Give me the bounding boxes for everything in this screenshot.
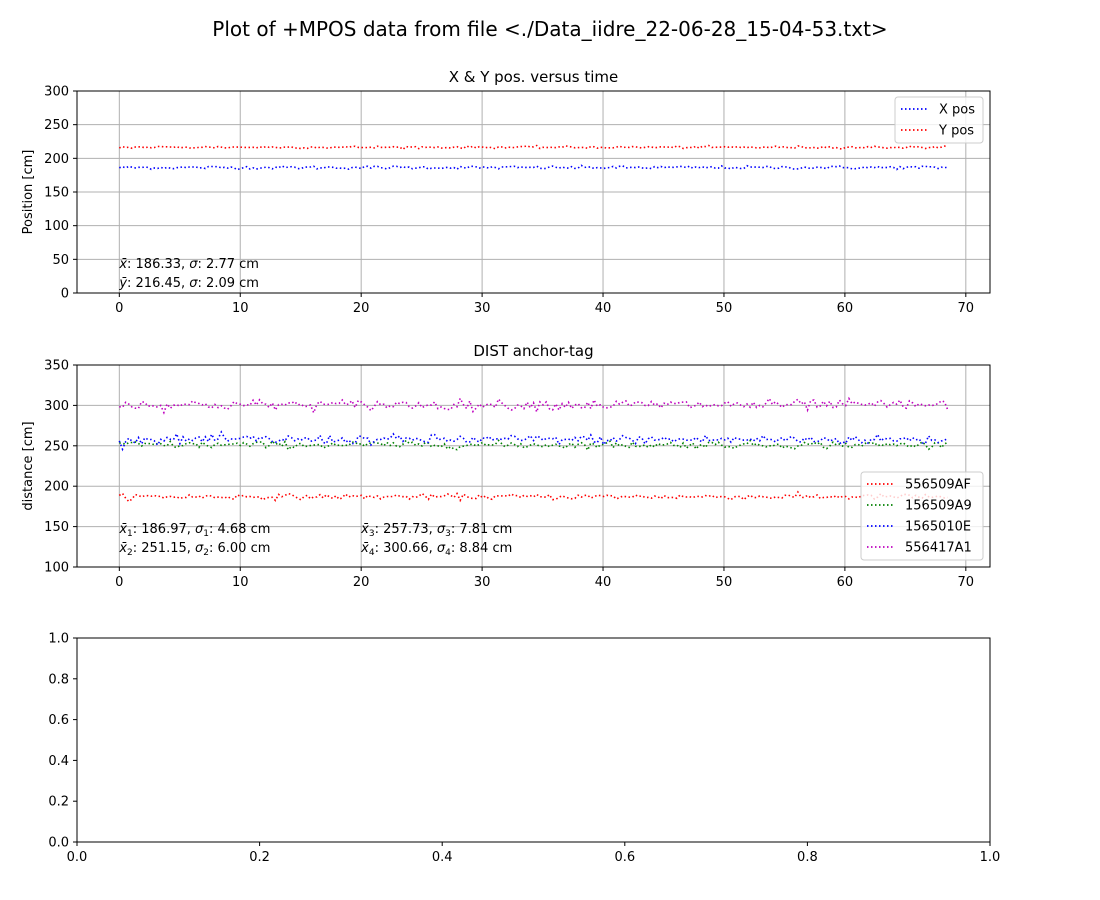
series-line-x-pos [119, 165, 947, 169]
axes-dist-anchor-tag: 0 10 20 30 40 50 60 70 100 150 200 250 300 350 DIST an… [21, 342, 990, 590]
x-tick-label: 0 [115, 301, 123, 316]
y-axis-label: Position [cm] [21, 150, 36, 235]
y-tick-label: 350 [44, 359, 69, 374]
y-tick-label: 200 [44, 480, 69, 495]
x-tick-label: 30 [474, 301, 491, 316]
x-tick-label: 30 [474, 575, 491, 590]
x-tick-label: 20 [353, 301, 370, 316]
y-tick-label: 0 [61, 287, 69, 302]
axes-title: DIST anchor-tag [473, 342, 593, 360]
stat-annotation: x̄: 186.33, σ: 2.77 cm [118, 257, 259, 272]
x-tick-label: 10 [232, 301, 249, 316]
axes-title: X & Y pos. versus time [449, 68, 619, 86]
stat-annotation: x̄1: 186.97, σ1: 4.68 cm [118, 522, 270, 539]
y-tick-label: 0.2 [48, 795, 69, 810]
x-tick-label: 60 [837, 575, 854, 590]
legend-label: 156509A9 [905, 499, 972, 514]
y-tick-label: 200 [44, 152, 69, 167]
axes-empty: 0.0 0.2 0.4 0.6 0.8 1.0 0.0 0.2 0.4 0.6 0.8 1.0 [48, 632, 1000, 866]
x-tick-label: 0.0 [67, 850, 88, 865]
x-tick-label: 50 [716, 301, 733, 316]
x-tick-label: 0.2 [249, 850, 270, 865]
legend-label: X pos [939, 103, 975, 118]
y-tick-label: 0.4 [48, 754, 69, 769]
y-tick-label: 250 [44, 118, 69, 133]
y-tick-label: 100 [44, 219, 69, 234]
y-tick-label: 300 [44, 399, 69, 414]
y-tick-label: 150 [44, 520, 69, 535]
series-line-y-pos [119, 146, 947, 150]
stat-annotation: x̄2: 251.15, σ2: 6.00 cm [118, 541, 270, 558]
y-tick-label: 1.0 [48, 632, 69, 647]
x-tick-label: 10 [232, 575, 249, 590]
y-axis-label: distance [cm] [21, 421, 36, 510]
y-tick-label: 0.8 [48, 672, 69, 687]
y-tick-label: 0.0 [48, 836, 69, 851]
figure-title: Plot of +MPOS data from file <./Data_iid… [212, 17, 887, 41]
y-tick-label: 250 [44, 439, 69, 454]
y-tick-label: 300 [44, 85, 69, 100]
stat-annotation: x̄3: 257.73, σ3: 7.81 cm [360, 522, 512, 539]
series-line-556509af [119, 492, 947, 502]
x-tick-label: 0 [115, 575, 123, 590]
axes-frame [77, 638, 990, 842]
legend-label: 1565010E [905, 520, 971, 535]
x-tick-label: 0.6 [614, 850, 635, 865]
legend-label: 556509AF [905, 478, 971, 493]
y-tick-label: 0.6 [48, 713, 69, 728]
x-tick-label: 70 [958, 301, 975, 316]
y-tick-label: 150 [44, 186, 69, 201]
x-tick-label: 70 [958, 575, 975, 590]
stat-annotation: ȳ: 216.45, σ: 2.09 cm [118, 276, 259, 291]
x-tick-label: 50 [716, 575, 733, 590]
x-tick-label: 60 [837, 301, 854, 316]
x-tick-label: 40 [595, 301, 612, 316]
x-tick-label: 0.8 [797, 850, 818, 865]
y-tick-label: 50 [52, 253, 69, 268]
axes-xy-position: 0 10 20 30 40 50 60 70 0 50 100 150 200 250 300 X & Y p… [21, 68, 990, 316]
x-tick-label: 1.0 [980, 850, 1001, 865]
stat-annotation: x̄4: 300.66, σ4: 8.84 cm [360, 541, 512, 558]
legend-label: 556417A1 [905, 541, 972, 556]
y-tick-label: 100 [44, 561, 69, 576]
x-tick-label: 40 [595, 575, 612, 590]
legend-label: Y pos [938, 124, 974, 139]
x-tick-label: 0.4 [432, 850, 453, 865]
x-tick-label: 20 [353, 575, 370, 590]
